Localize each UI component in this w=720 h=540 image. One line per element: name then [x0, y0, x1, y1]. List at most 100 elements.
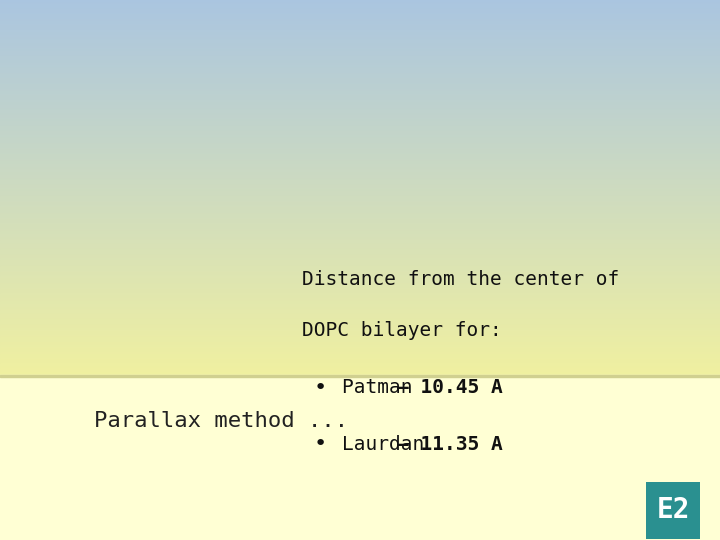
Bar: [0, 202, 720, 204]
Bar: [0, 264, 720, 265]
Bar: [0, 260, 720, 261]
Bar: [0, 98, 720, 99]
Bar: [0, 177, 720, 178]
Bar: [0, 74, 720, 75]
Bar: [0, 8, 720, 9]
Bar: [0, 91, 720, 92]
Bar: [0, 270, 720, 272]
Bar: [0, 347, 720, 348]
Bar: [0, 32, 720, 34]
Bar: [0, 246, 720, 248]
Bar: [0, 110, 720, 111]
Bar: [0, 278, 720, 279]
Bar: [0, 373, 720, 374]
Bar: [0, 363, 720, 364]
Text: Parallax method ...: Parallax method ...: [94, 411, 348, 431]
Bar: [0, 284, 720, 285]
Bar: [0, 60, 720, 62]
Bar: [0, 292, 720, 293]
Bar: [0, 66, 720, 68]
Bar: [0, 102, 720, 103]
Bar: [0, 375, 720, 377]
Bar: [0, 155, 720, 157]
Bar: [0, 240, 720, 241]
Bar: [0, 355, 720, 356]
Bar: [0, 129, 720, 130]
Bar: [0, 197, 720, 198]
Bar: [0, 226, 720, 228]
Bar: [0, 92, 720, 94]
Bar: [0, 181, 720, 183]
Bar: [0, 234, 720, 235]
Bar: [0, 206, 720, 208]
Bar: [0, 294, 720, 295]
Bar: [0, 40, 720, 41]
Bar: [0, 213, 720, 214]
Bar: [0, 321, 720, 323]
Text: – 11.35 A: – 11.35 A: [397, 435, 503, 454]
Bar: [0, 184, 720, 185]
Bar: [0, 344, 720, 345]
Bar: [0, 314, 720, 315]
Bar: [0, 228, 720, 229]
Bar: [0, 180, 720, 181]
Bar: [0, 166, 720, 167]
Bar: [0, 31, 720, 32]
Bar: [0, 10, 720, 11]
Text: •: •: [313, 434, 326, 455]
Text: – 10.45 A: – 10.45 A: [397, 379, 503, 397]
Bar: [0, 249, 720, 250]
Bar: [0, 215, 720, 217]
Bar: [0, 4, 720, 5]
Bar: [0, 323, 720, 324]
Bar: [0, 369, 720, 370]
Bar: [0, 214, 720, 215]
Bar: [0, 63, 720, 64]
Bar: [0, 85, 720, 86]
Bar: [0, 133, 720, 134]
Bar: [0, 165, 720, 166]
Bar: [0, 119, 720, 120]
Bar: [0, 161, 720, 163]
Bar: [0, 141, 720, 143]
Bar: [0, 245, 720, 246]
Bar: [0, 164, 720, 165]
Bar: [0, 41, 720, 43]
Bar: [0, 28, 720, 29]
Bar: [0, 99, 720, 100]
Bar: [0, 39, 720, 40]
Bar: [0, 151, 720, 153]
Bar: [0, 5, 720, 6]
Bar: [0, 49, 720, 50]
Bar: [0, 229, 720, 230]
Bar: [0, 341, 720, 343]
Bar: [0, 147, 720, 149]
Bar: [0, 46, 720, 48]
Bar: [0, 325, 720, 327]
Bar: [0, 154, 720, 155]
Bar: [0, 295, 720, 296]
Bar: [0, 19, 720, 20]
Bar: [0, 103, 720, 104]
Bar: [0, 159, 720, 160]
Bar: [0, 21, 720, 23]
Bar: [0, 225, 720, 226]
Bar: [0, 109, 720, 110]
Bar: [0, 173, 720, 174]
FancyBboxPatch shape: [647, 482, 701, 539]
Bar: [0, 290, 720, 292]
Bar: [0, 157, 720, 158]
Bar: [0, 72, 720, 74]
Bar: [0, 20, 720, 21]
Bar: [0, 78, 720, 79]
Bar: [0, 360, 720, 362]
Bar: [0, 115, 720, 116]
Bar: [0, 318, 720, 319]
Bar: [0, 12, 720, 14]
Bar: [0, 185, 720, 186]
Bar: [0, 319, 720, 320]
Bar: [0, 158, 720, 159]
Bar: [0, 338, 720, 339]
Bar: [0, 281, 720, 283]
Bar: [0, 35, 720, 36]
